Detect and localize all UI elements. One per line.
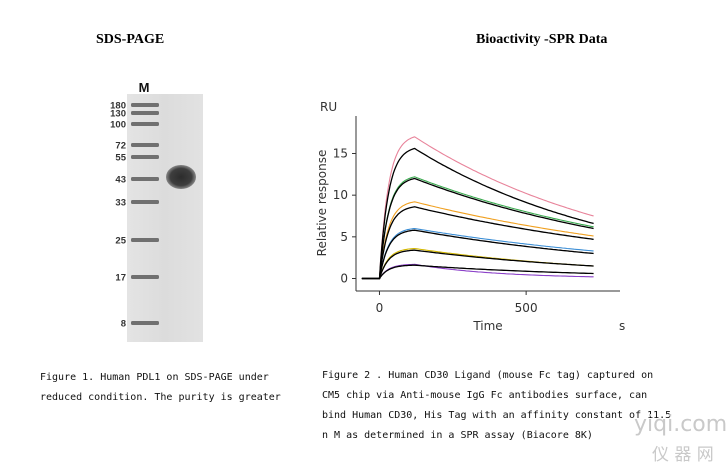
x-ticks: 0 500 — [376, 291, 538, 315]
marker-band — [131, 177, 159, 181]
marker-label: 100 — [110, 120, 126, 131]
sensorgram-series-line — [361, 136, 594, 280]
fit-series-line — [361, 147, 594, 280]
x-unit-label: s — [619, 319, 625, 333]
marker-label: 33 — [115, 198, 126, 209]
marker-band — [131, 122, 159, 126]
marker-band — [131, 155, 159, 159]
sensorgram-series-line — [361, 176, 594, 280]
fit-curves — [361, 147, 594, 280]
x-tick-label: 0 — [376, 301, 384, 315]
marker-label: 72 — [115, 141, 126, 152]
y-axis-label: Relative response — [315, 150, 329, 257]
fit-series-line — [361, 206, 594, 280]
unit-label-ru: RU — [320, 100, 337, 114]
marker-label: 25 — [115, 236, 126, 247]
y-tick-label: 15 — [333, 147, 348, 161]
sensorgram-series-line — [361, 201, 594, 280]
figure-2-caption: Figure 2 . Human CD30 Ligand (mouse Fc t… — [322, 366, 671, 446]
sensorgram-series-line — [361, 227, 594, 280]
marker-label: 130 — [110, 109, 126, 120]
marker-band — [131, 103, 159, 107]
gel-background — [127, 94, 203, 342]
marker-label: 43 — [115, 175, 126, 186]
caption-line: Figure 1. Human PDL1 on SDS-PAGE under — [40, 372, 269, 383]
figure-1-caption: Figure 1. Human PDL1 on SDS-PAGE under r… — [40, 368, 281, 408]
marker-band — [131, 275, 159, 279]
y-tick-label: 10 — [333, 188, 348, 202]
marker-label: 8 — [121, 319, 126, 330]
y-ticks: 0 5 10 15 — [333, 147, 356, 286]
marker-band — [131, 111, 159, 115]
sensorgram-curves — [361, 136, 594, 280]
caption-line: n M as determined in a SPR assay (Biacor… — [322, 430, 593, 441]
caption-line: CM5 chip via Anti-mouse IgG Fc antibodie… — [322, 390, 648, 401]
x-axis-label: Time — [472, 319, 502, 333]
lane-label-m: M — [139, 80, 150, 95]
watermark-text-cn: 仪 器 网 — [652, 445, 714, 465]
fit-series-line — [361, 177, 594, 280]
protein-band — [166, 165, 196, 189]
marker-label: 55 — [115, 153, 126, 164]
watermark-text: yiqi.com — [634, 412, 727, 437]
sds-page-title: SDS-PAGE — [96, 32, 165, 47]
fit-series-line — [361, 229, 594, 280]
marker-band — [131, 321, 159, 325]
caption-line: bind Human CD30, His Tag with an affinit… — [322, 410, 672, 421]
fit-series-line — [361, 264, 594, 280]
x-tick-label: 500 — [515, 301, 538, 315]
marker-band — [131, 200, 159, 204]
fit-series-line — [361, 249, 594, 280]
marker-band — [131, 143, 159, 147]
spr-title: Bioactivity -SPR Data — [476, 32, 608, 47]
sensorgram-series-line — [361, 263, 594, 280]
marker-label: 180 — [110, 101, 126, 112]
caption-line: Figure 2 . Human CD30 Ligand (mouse Fc t… — [322, 370, 654, 381]
marker-band — [131, 238, 159, 242]
caption-line: reduced condition. The purity is greater — [40, 392, 281, 403]
marker-label: 17 — [115, 273, 126, 284]
y-tick-label: 0 — [340, 272, 348, 286]
y-tick-label: 5 — [340, 230, 348, 244]
